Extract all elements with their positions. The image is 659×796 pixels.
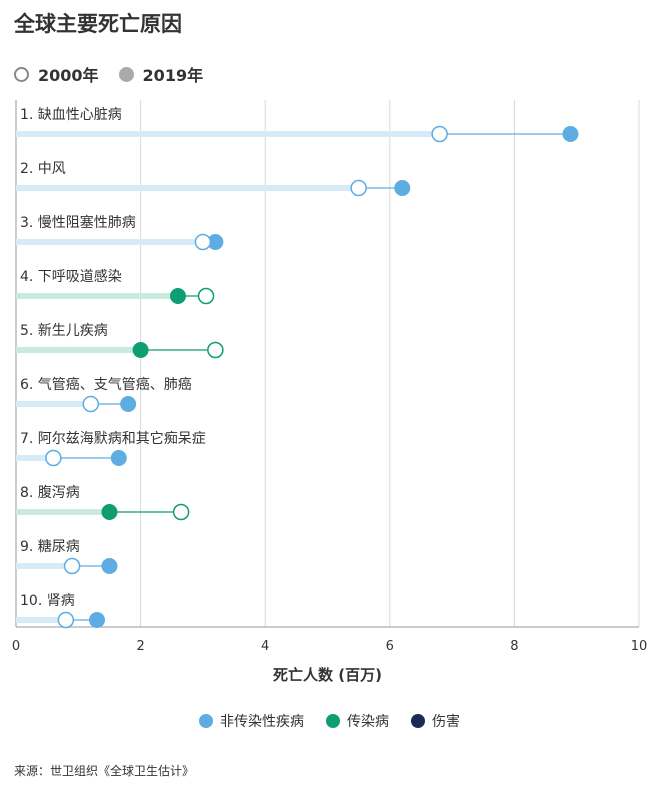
x-tick-label-10: 10 [631,639,648,654]
dot-2000 [194,233,212,251]
hollow-circle-icon [14,66,29,82]
dot-2019 [207,234,224,250]
chart-title: 全球主要死亡原因 [14,12,182,36]
source-note: 来源：世卫组织《全球卫生估计》 [14,764,195,778]
value-band [16,401,91,407]
row-label: 7. 阿尔兹海默病和其它痴呆症 [20,430,206,447]
row-label: 5. 新生儿疾病 [20,323,108,339]
dumbbell-chart: 0 2 4 6 8 10 死亡人数 (百万) 1. 缺血性心脏病 2. 中风 3. 慢性阻塞性肺病… [12,100,648,684]
year-legend: 2000年 2019年 [14,62,223,86]
value-band [16,617,66,623]
legend-item-2000[interactable]: 2000年 [14,62,99,86]
legend-item-noncommunicable[interactable]: 非传染性疾病 [199,711,304,731]
x-tick-label-8: 8 [510,639,518,654]
legend-item-injuries[interactable]: 伤害 [411,711,460,731]
dot-2019 [110,450,127,466]
value-band [16,509,110,515]
navy-circle-icon [411,714,425,728]
x-tick-label-6: 6 [386,639,394,654]
dot-2019 [101,504,118,520]
row-label: 10. 肾病 [20,593,75,609]
row-label: 3. 慢性阻塞性肺病 [20,214,136,231]
legend-label-communicable: 传染病 [347,714,389,730]
category-legend: 非传染性疾病 传染病 伤害 [0,711,659,731]
value-band [16,347,141,353]
dot-2000 [82,395,100,413]
x-tick-label-0: 0 [12,639,20,654]
filled-circle-icon [118,66,134,82]
dot-2000 [63,557,81,575]
dot-2019 [562,126,579,142]
dot-2019 [132,342,149,358]
legend-label-2019: 2019年 [142,66,204,85]
legend-label-noncommunicable: 非传染性疾病 [220,714,304,730]
legend-item-communicable[interactable]: 传染病 [326,711,389,731]
dot-2000 [431,125,448,143]
row-label: 4. 下呼吸道感染 [20,268,122,285]
value-band [16,455,54,461]
dot-2019 [88,612,105,628]
dot-2000 [57,611,75,629]
dot-2000 [172,503,190,521]
legend-label-2000: 2000年 [38,66,99,85]
green-circle-icon [326,714,340,728]
value-band [16,293,178,299]
row-label: 9. 糖尿病 [20,539,80,555]
row-label: 2. 中风 [20,161,66,177]
value-band [16,185,359,191]
dot-2000 [45,449,62,467]
value-band [16,131,440,137]
dot-2019 [120,396,137,412]
row-label: 1. 缺血性心脏病 [20,107,122,123]
blue-circle-icon [199,714,213,728]
legend-label-injuries: 伤害 [432,714,460,730]
legend-item-2019[interactable]: 2019年 [118,62,204,86]
value-band [16,563,73,569]
dot-2000 [207,341,224,359]
dot-2019 [394,180,411,196]
dot-2000 [350,179,367,197]
x-tick-label-4: 4 [261,639,269,654]
x-axis-title: 死亡人数 (百万) [273,666,382,684]
row-label: 8. 腹泻病 [20,484,80,501]
dot-2019 [101,558,118,574]
dot-2019 [169,288,186,304]
x-tick-label-2: 2 [136,639,144,654]
dot-2000 [197,287,215,305]
value-band [16,239,203,245]
row-label: 6. 气管癌、支气管癌、肺癌 [20,377,192,393]
